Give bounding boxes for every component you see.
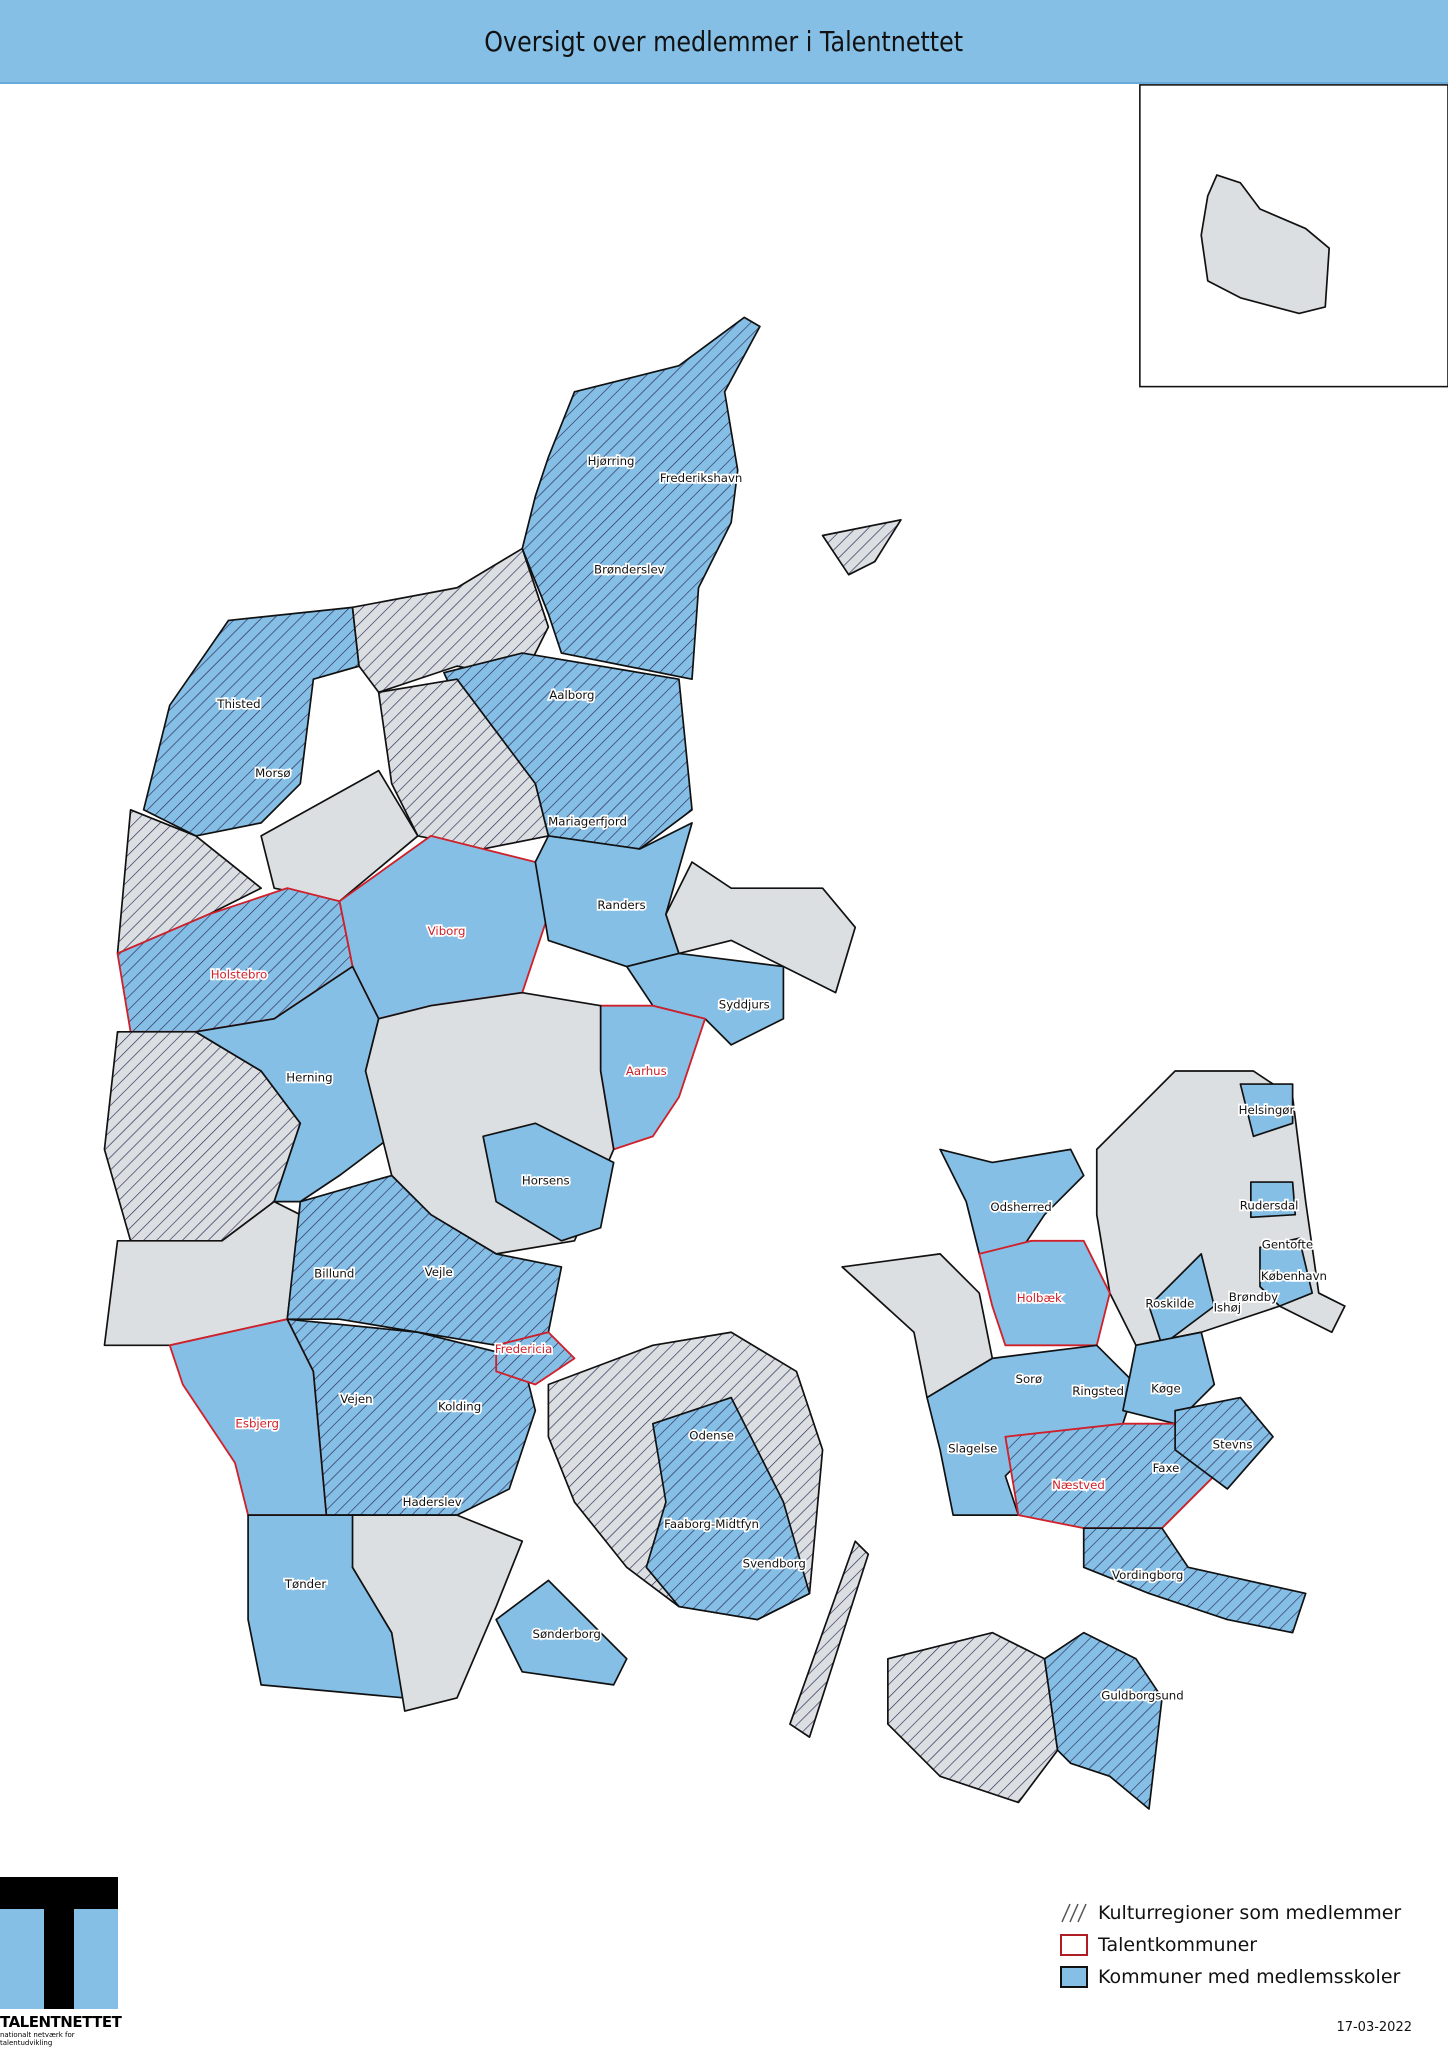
label-randers: Randers (597, 898, 645, 912)
region-naestved-faxe (1004, 1422, 1229, 1530)
legend-item-hatched: Kulturregioner som medlemmer (1060, 1897, 1401, 1929)
legend-item-blue: Kommuner med medlemsskoler (1060, 1961, 1401, 1993)
legend-item-red-outline: Talentkommuner (1060, 1929, 1401, 1961)
label-viborg: Viborg (428, 924, 466, 938)
region-helsingor (1239, 1083, 1294, 1138)
label-tonder: Tønder (284, 1577, 326, 1591)
label-bronderslev: Brønderslev (594, 562, 665, 576)
label-haderslev: Haderslev (403, 1495, 462, 1509)
label-holbaek: Holbæk (1017, 1291, 1062, 1305)
legend: Kulturregioner som medlemmer Talentkommu… (1060, 1897, 1401, 1993)
label-slagelse: Slagelse (948, 1441, 997, 1455)
region-roskilde (1148, 1253, 1216, 1347)
label-kobenhavn: København (1261, 1269, 1327, 1283)
label-syddjurs: Syddjurs (719, 997, 770, 1011)
region-norddjurs (665, 861, 857, 994)
label-vejen: Vejen (340, 1392, 372, 1406)
region-vendsyssel (521, 316, 761, 681)
region-fredericia (495, 1331, 576, 1386)
label-esbjerg: Esbjerg (235, 1417, 279, 1431)
region-odense-faaborg-svendborg (645, 1396, 811, 1621)
region-randers (534, 822, 693, 968)
logo-t-mark (0, 1877, 118, 2009)
region-lolland (887, 1631, 1059, 1804)
label-odense: Odense (689, 1428, 734, 1442)
label-stevns: Stevns (1213, 1437, 1253, 1451)
region-lemvig (116, 808, 262, 955)
region-holbaek (978, 1239, 1111, 1347)
logo-name: TALENTNETTET (0, 2013, 122, 2031)
region-gentofte-kobenhavn (1259, 1237, 1314, 1307)
title-bar: Oversigt over medlemmer i Talentnettet (0, 0, 1448, 84)
region-herning (195, 965, 393, 1203)
label-ishoj: Ishøj (1214, 1300, 1241, 1314)
region-guldborgsund (1043, 1631, 1163, 1810)
label-rudersdal: Rudersdal (1240, 1198, 1299, 1212)
label-ringsted: Ringsted (1072, 1384, 1124, 1398)
logo-tagline: nationalt netværk for talentudvikling (0, 2031, 75, 2047)
legend-label-red-outline: Talentkommuner (1098, 1934, 1258, 1956)
region-vordingborg (1082, 1527, 1307, 1634)
label-aalborg: Aalborg (549, 688, 594, 702)
region-himmerland (377, 678, 550, 850)
region-vejen-kolding-haderslev (286, 1318, 537, 1516)
region-bornholm (1200, 174, 1331, 315)
label-fredericia: Fredericia (495, 1342, 552, 1356)
region-langeland (789, 1540, 870, 1738)
map-title: Oversigt over medlemmer i Talentnettet (484, 24, 964, 58)
label-sonderborg: Sønderborg (532, 1627, 600, 1641)
blue-swatch-icon (1060, 1966, 1088, 1988)
label-vordingborg: Vordingborg (1112, 1568, 1183, 1582)
label-mariagerfjord: Mariagerfjord (548, 814, 627, 828)
label-hjorring: Hjørring (588, 454, 635, 468)
region-sonderborg (495, 1579, 628, 1686)
label-horsens: Horsens (522, 1174, 570, 1188)
label-faxe: Faxe (1153, 1461, 1180, 1475)
region-koge (1122, 1331, 1216, 1425)
label-thisted: Thisted (216, 697, 260, 711)
label-guldborgsund: Guldborgsund (1101, 1688, 1183, 1702)
label-naestved: Næstved (1052, 1478, 1105, 1492)
label-vejle: Vejle (425, 1265, 453, 1279)
region-rudersdal (1249, 1181, 1297, 1219)
map-date: 17-03-2022 (1336, 2020, 1412, 2035)
legend-label-hatched: Kulturregioner som medlemmer (1098, 1902, 1402, 1924)
label-herning: Herning (286, 1070, 332, 1084)
label-gentofte: Gentofte (1262, 1238, 1313, 1252)
label-billund: Billund (314, 1266, 354, 1280)
region-aabenraa (351, 1514, 524, 1712)
region-odsherred (939, 1148, 1085, 1255)
label-soro: Sorø (1016, 1372, 1043, 1386)
label-helsingor: Helsingør (1239, 1103, 1295, 1117)
label-aarhus: Aarhus (626, 1064, 667, 1078)
label-odsherred: Odsherred (990, 1200, 1051, 1214)
label-roskilde: Roskilde (1145, 1296, 1194, 1310)
label-morso: Morsø (255, 766, 290, 780)
label-holstebro: Holstebro (211, 967, 267, 981)
label-koge: Køge (1151, 1381, 1181, 1395)
region-stevns (1174, 1396, 1274, 1490)
label-kolding: Kolding (438, 1400, 481, 1414)
label-frederikshavn: Frederikshavn (660, 471, 742, 485)
hatch-swatch-icon (1061, 1903, 1087, 1923)
label-svendborg: Svendborg (743, 1556, 806, 1570)
talentnettet-logo: TALENTNETTET nationalt netværk for talen… (0, 1877, 122, 2047)
region-horsens (482, 1122, 615, 1242)
label-brondby: Brøndby (1229, 1290, 1278, 1304)
region-skive (260, 769, 419, 903)
red-outline-swatch-icon (1060, 1934, 1088, 1956)
label-faaborg-midtfyn: Faaborg-Midtfyn (664, 1517, 759, 1531)
region-anholt-laeso (821, 518, 902, 576)
legend-label-blue: Kommuner med medlemsskoler (1098, 1966, 1401, 1988)
